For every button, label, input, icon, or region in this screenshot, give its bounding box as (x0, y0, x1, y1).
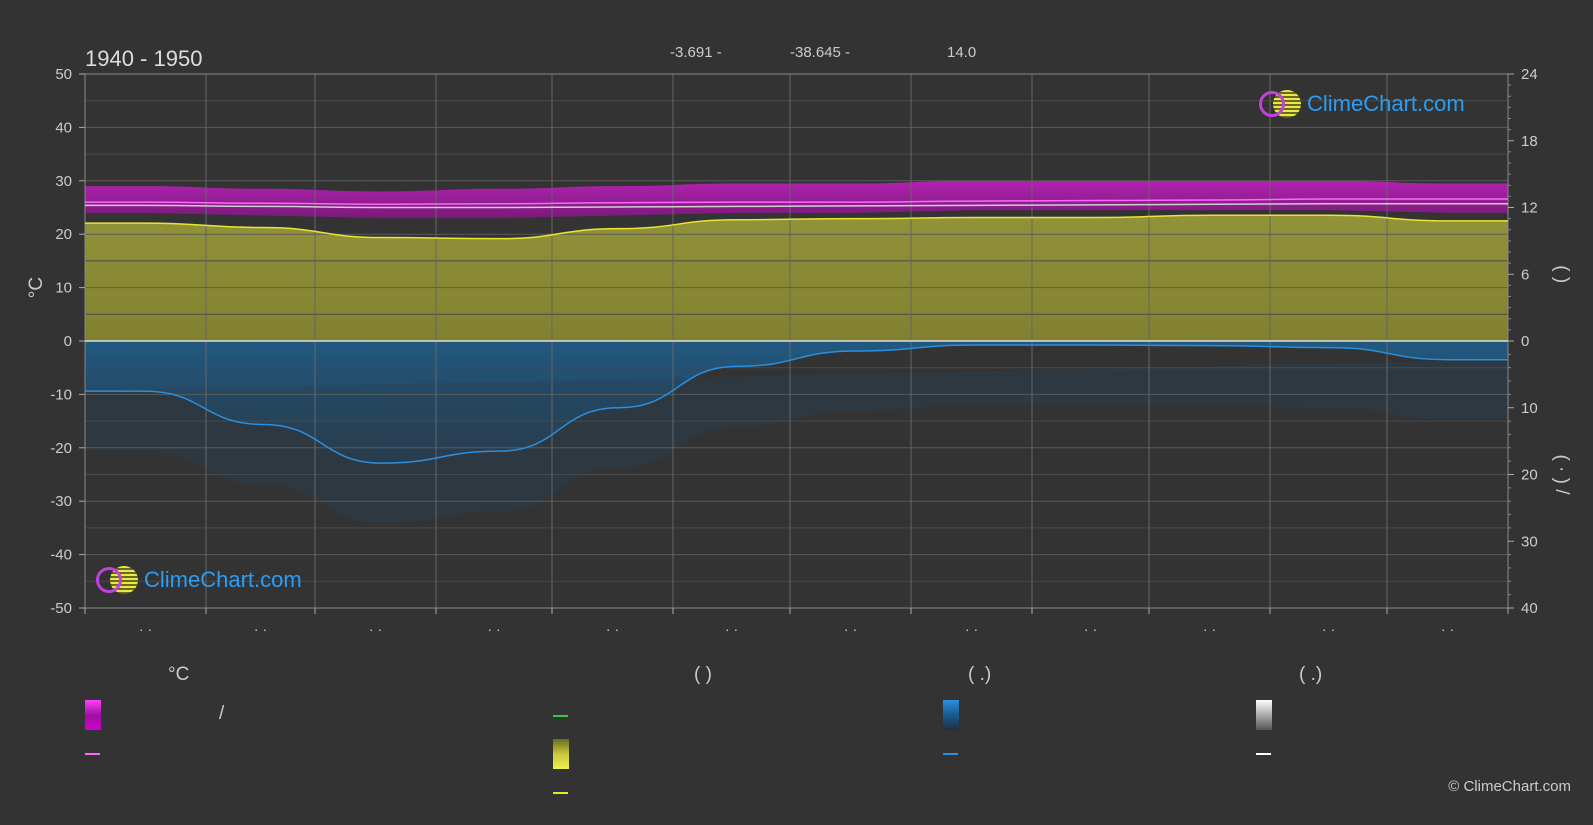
legend-precip-swatch (943, 700, 959, 730)
logo-text: ClimeChart.com (144, 567, 302, 592)
x-axis-tick-label: · · (1084, 621, 1097, 637)
right-axis-top-tick-label: 12 (1521, 200, 1538, 217)
right-axis-top-tick-label: 6 (1521, 266, 1529, 283)
x-axis-tick-label: · · (487, 621, 500, 637)
legend-snow-mean-swatch (1256, 753, 1271, 755)
left-axis-tick-label: 40 (55, 119, 72, 136)
climechart-logo-bottom[interactable]: ClimeChart.com (96, 566, 302, 594)
left-axis-tick-label: -30 (50, 493, 72, 510)
elevation-label: 14.0 (947, 44, 977, 61)
left-axis-tick-label: 10 (55, 280, 72, 297)
logo-text: ClimeChart.com (1307, 91, 1465, 116)
left-axis-tick-label: 20 (55, 226, 72, 243)
right-axis-top-label: ( ) (1551, 265, 1572, 283)
left-axis-tick-label: -10 (50, 386, 72, 403)
x-axis-tick-label: · · (369, 621, 382, 637)
temperature-range-band (85, 180, 1508, 219)
temperature-mean-line (85, 198, 1508, 206)
x-axis-tick-label: · · (844, 621, 857, 637)
x-axis-tick-label: · · (139, 621, 152, 637)
x-axis-tick-label: · · (606, 621, 619, 637)
temperature-secondary-line (85, 203, 1508, 209)
x-axis-tick-label: · · (254, 621, 267, 637)
precipitation-variability-area (85, 359, 1508, 524)
x-axis-tick-label: · · (1441, 621, 1454, 637)
x-axis-tick-label: · · (1203, 621, 1216, 637)
precipitation-line (85, 344, 1508, 464)
legend-snow-swatch (1256, 700, 1272, 730)
right-axis-bottom-tick-label: 10 (1521, 400, 1538, 417)
legend-temperature-header: °C (168, 664, 190, 685)
right-axis-bottom-tick-label: 30 (1521, 533, 1538, 550)
right-axis-top-tick-label: 18 (1521, 133, 1538, 150)
logo-ring-icon (1259, 91, 1285, 117)
sunshine-line (84, 214, 1508, 240)
right-axis-top-tick-label: 0 (1521, 333, 1529, 350)
latitude-label: -3.691 - (670, 44, 722, 61)
left-axis-tick-label: 0 (64, 333, 72, 350)
right-axis-bottom-tick-label: 20 (1521, 467, 1538, 484)
precipitation-area (85, 341, 1508, 464)
legend-precip-mean-swatch (943, 753, 958, 755)
left-axis-tick-label: -40 (50, 547, 72, 564)
legend-sunshine-swatch (553, 739, 569, 769)
x-axis-tick-label: · · (965, 621, 978, 637)
left-axis-label: °C (26, 277, 47, 298)
longitude-label: -38.645 - (790, 44, 851, 61)
left-axis-tick-label: -50 (50, 600, 72, 617)
left-axis-tick-label: 30 (55, 173, 72, 190)
logo-ring-icon (96, 567, 122, 593)
period-title: 1940 - 1950 (85, 46, 203, 71)
legend-temp-range-slash: / (219, 703, 225, 724)
legend-temp-range-swatch (85, 700, 101, 730)
sunshine-area (85, 215, 1508, 341)
x-axis-tick-label: · · (1322, 621, 1335, 637)
left-axis-tick-label: -20 (50, 440, 72, 457)
legend-snow-header: ( .) (1299, 664, 1323, 685)
climechart-logo-top[interactable]: ClimeChart.com (1259, 90, 1465, 118)
x-axis-tick-label: · · (725, 621, 738, 637)
legend-daylight-swatch (553, 715, 568, 717)
legend-sunshine-mean-swatch (553, 792, 568, 794)
copyright: © ClimeChart.com (1448, 778, 1571, 795)
right-axis-bottom-label: ( · ) / (1551, 454, 1572, 495)
right-axis-top-tick-label: 24 (1521, 66, 1538, 83)
legend-temp-mean-swatch (85, 753, 100, 755)
legend-sunshine-header: ( ) (694, 664, 712, 685)
right-axis-bottom-tick-label: 40 (1521, 600, 1538, 617)
left-axis-tick-label: 50 (55, 66, 72, 83)
legend-precipitation-header: ( .) (968, 664, 992, 685)
